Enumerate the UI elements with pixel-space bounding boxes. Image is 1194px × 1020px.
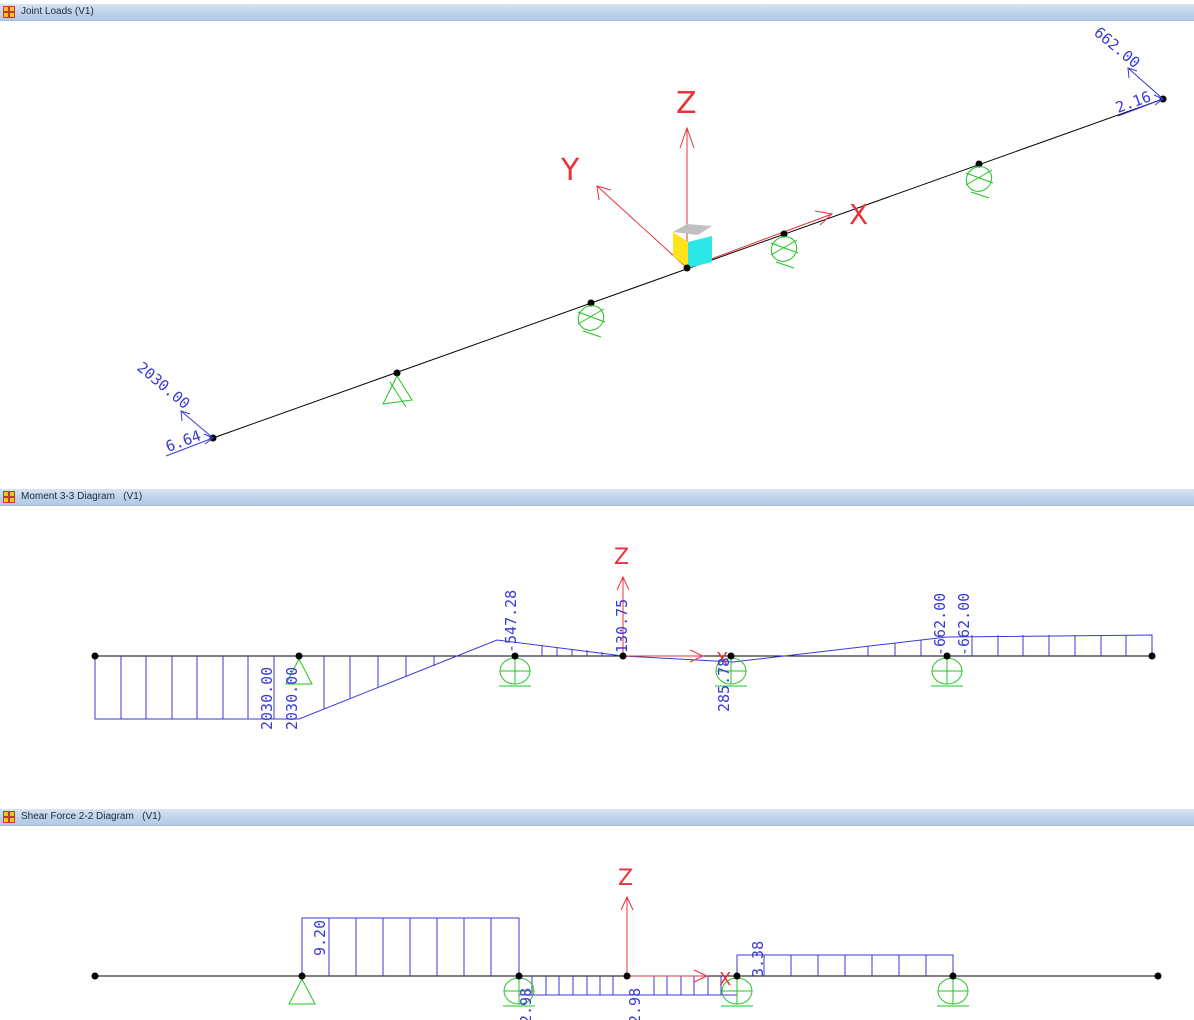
roller-support-icon — [715, 657, 747, 687]
joint-load-arrows — [165, 67, 1164, 457]
pin-support-icon — [382, 374, 413, 408]
joint — [623, 972, 631, 980]
joint — [949, 972, 957, 980]
window-title: Moment 3-3 Diagram (V1) — [21, 491, 143, 502]
moment-value: 130.75 — [613, 599, 631, 653]
sap-app-icon — [3, 6, 15, 18]
joint — [683, 264, 691, 272]
axis-z-label: Z — [614, 545, 629, 570]
pin-support-icon — [285, 657, 313, 685]
roller-support-icon — [770, 236, 799, 269]
moment-value: 285.78 — [715, 658, 733, 712]
roller-support-icon — [931, 657, 963, 687]
window-titlebar-moment[interactable]: Moment 3-3 Diagram (V1) — [0, 489, 1194, 506]
shear-value: 9.20 — [311, 920, 329, 956]
moment-value: -662.00 — [931, 593, 949, 656]
roller-support-icon — [499, 657, 531, 687]
window-title: Shear Force 2-2 Diagram (V1) — [21, 811, 162, 822]
roller-support-icon — [721, 977, 753, 1007]
joints[interactable] — [91, 652, 1156, 660]
global-axes — [620, 895, 709, 983]
moment-value: 2030.00 — [258, 667, 276, 730]
joint — [295, 652, 303, 660]
roller-support-icon — [503, 977, 535, 1007]
joints[interactable] — [209, 95, 1167, 442]
axis-x-label: X — [719, 969, 731, 990]
roller-support-icon — [965, 166, 994, 199]
view-cube-icon[interactable] — [673, 224, 712, 268]
joint — [298, 972, 306, 980]
joints[interactable] — [91, 972, 1162, 980]
joint — [780, 230, 788, 238]
joint — [393, 369, 401, 377]
joint — [727, 652, 735, 660]
axis-z-label: Z — [676, 86, 697, 121]
axis-z-label: Z — [618, 866, 633, 891]
joint — [587, 299, 595, 307]
moment-value: -547.28 — [502, 590, 520, 653]
shear-value: 3.38 — [749, 941, 767, 977]
pin-support-icon — [288, 977, 316, 1005]
joint — [975, 160, 983, 168]
joint — [1154, 972, 1162, 980]
shear-value: 2.98 — [517, 988, 535, 1020]
axis-y-label: Y — [560, 153, 580, 188]
load-value: 2.16 — [1113, 87, 1153, 116]
joint — [91, 972, 99, 980]
window-title: Joint Loads (V1) — [21, 6, 94, 17]
joint — [91, 652, 99, 660]
axis-x-label: X — [849, 198, 868, 231]
roller-support-icon — [937, 977, 969, 1007]
window-titlebar-joint-loads[interactable]: Joint Loads (V1) — [0, 4, 1194, 21]
joint — [943, 652, 951, 660]
roller-support-icon — [577, 305, 606, 338]
joint-loads-viewport[interactable]: Z Y X — [0, 21, 1194, 487]
moment-value: -662.00 — [955, 593, 973, 656]
load-value: 662.00 — [1090, 23, 1143, 72]
moment-value: 2030.00 — [283, 667, 301, 730]
load-value: 2030.00 — [133, 358, 193, 412]
window-titlebar-shear[interactable]: Shear Force 2-2 Diagram (V1) — [0, 809, 1194, 826]
joint — [619, 652, 627, 660]
shear-value: 2.98 — [626, 988, 644, 1020]
sap-app-icon — [3, 491, 15, 503]
joint — [733, 972, 741, 980]
axis-x-label: X — [716, 649, 728, 670]
joint — [1148, 652, 1156, 660]
joint — [515, 972, 523, 980]
sap-app-icon — [3, 811, 15, 823]
shear-diagram-viewport[interactable]: Z X 9.20 2.98 2.98 3.38 — [0, 827, 1194, 1020]
moment-diagram-viewport[interactable]: Z X 2030.00 2030.00 -547.28 130.75 285.7… — [0, 507, 1194, 807]
load-value: 6.64 — [163, 426, 203, 455]
global-axes — [616, 575, 705, 663]
joint — [511, 652, 519, 660]
